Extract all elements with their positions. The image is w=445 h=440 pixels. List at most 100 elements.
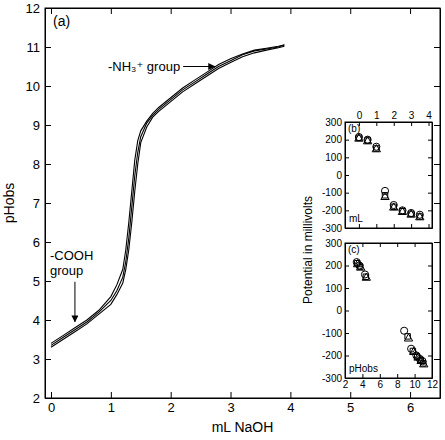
tick-mark <box>415 243 416 247</box>
plot-background <box>345 243 432 378</box>
tick-label: 2 <box>343 379 349 390</box>
annotation: -COOHgroup <box>50 248 93 278</box>
y-axis-title: pHobs <box>1 183 17 223</box>
tick <box>350 8 351 14</box>
marker-point <box>372 145 380 152</box>
tick-label: 8 <box>395 379 401 390</box>
tick: 6 <box>33 235 51 250</box>
y-axis: 23456789101112 <box>26 1 51 406</box>
panel-0: 012345623456789101112(a)mL NaOHpHobs-NH₃… <box>1 1 441 435</box>
tick-mark <box>428 333 432 334</box>
tick-label: 200 <box>325 260 342 271</box>
tick: 0 <box>336 170 349 181</box>
chart-svg: 012345623456789101112(a)mL NaOHpHobs-NH₃… <box>0 0 445 440</box>
tick: 11 <box>27 40 52 55</box>
tick-mark <box>434 47 440 48</box>
tick-mark <box>394 122 395 126</box>
tick-mark <box>434 203 440 204</box>
tick-mark <box>45 164 51 165</box>
tick-mark <box>428 157 432 158</box>
tick: 4 <box>360 374 366 390</box>
marker-point <box>416 213 424 220</box>
tick-mark <box>376 224 377 228</box>
x-axis-title: mL NaOH <box>212 419 274 435</box>
panel-label: (a) <box>53 13 70 29</box>
tick-label: 300 <box>325 117 342 128</box>
tick: 2 <box>168 392 175 415</box>
tick-label: -300 <box>322 223 342 234</box>
tick-label: 0 <box>48 400 55 415</box>
tick-label: 4 <box>287 400 294 415</box>
tick <box>434 242 440 243</box>
marker-point <box>363 137 371 144</box>
tick-label: 0 <box>357 110 363 121</box>
tick <box>434 47 440 48</box>
marker-point <box>408 209 415 216</box>
tick: 9 <box>33 118 51 133</box>
tick-mark <box>45 125 51 126</box>
titration-curve <box>51 45 284 344</box>
tick: 8 <box>33 157 51 172</box>
tick: 3 <box>409 110 415 126</box>
tick: 7 <box>33 196 51 211</box>
tick: 10 <box>410 374 422 390</box>
tick <box>429 224 430 228</box>
tick-mark <box>428 311 432 312</box>
tick <box>51 8 52 14</box>
tick-mark <box>51 8 52 14</box>
tick-label: 0 <box>336 305 342 316</box>
tick-label: -200 <box>322 205 342 216</box>
tick <box>394 224 395 228</box>
tick-mark <box>45 47 51 48</box>
tick-label: 200 <box>325 134 342 145</box>
tick-label: 1 <box>374 110 380 121</box>
y-axis-title: Potential in millivolts <box>301 196 315 304</box>
tick: 5 <box>33 274 51 289</box>
tick-mark <box>428 193 432 194</box>
annotation-line: -NH₃⁺ group <box>108 59 180 74</box>
panel-texts: (c)pHobs <box>348 244 378 374</box>
tick <box>380 243 381 247</box>
tick-label: 5 <box>347 400 354 415</box>
tick-label: 2 <box>391 110 397 121</box>
tick-mark <box>345 266 349 267</box>
tick-mark <box>111 8 112 14</box>
tick-label: 6 <box>407 400 414 415</box>
tick-mark <box>434 242 440 243</box>
tick-mark <box>397 374 398 378</box>
marker-point <box>390 203 398 210</box>
tick-mark <box>359 224 360 228</box>
plot-frame <box>345 122 432 228</box>
x-axis-title: mL <box>349 213 363 224</box>
tick-mark <box>434 164 440 165</box>
marker-point <box>356 263 364 270</box>
marker-point <box>407 210 415 217</box>
tick <box>171 8 172 14</box>
tick <box>376 224 377 228</box>
tick-mark <box>380 243 381 247</box>
tick-mark <box>428 288 432 289</box>
annotation-line: group <box>50 263 83 278</box>
tick-label: -200 <box>322 350 342 361</box>
tick-mark <box>380 374 381 378</box>
tick-label: 2 <box>168 400 175 415</box>
tick: 6 <box>407 392 414 415</box>
tick <box>434 320 440 321</box>
tick-label: 12 <box>427 379 439 390</box>
tick <box>428 356 432 357</box>
tick <box>411 224 412 228</box>
annotation-line: -COOH <box>50 248 93 263</box>
tick-mark <box>45 242 51 243</box>
marker-point <box>381 192 389 199</box>
tick-label: 6 <box>33 235 40 250</box>
data-marks <box>51 45 284 348</box>
tick <box>434 203 440 204</box>
data-marks <box>355 133 424 219</box>
tick <box>290 8 291 14</box>
tick-mark <box>410 392 411 398</box>
tick-mark <box>345 356 349 357</box>
panel-2: 24681012-300-200-1000100200300(c)pHobs <box>322 238 439 390</box>
tick-mark <box>410 8 411 14</box>
tick <box>428 210 432 211</box>
tick <box>428 288 432 289</box>
